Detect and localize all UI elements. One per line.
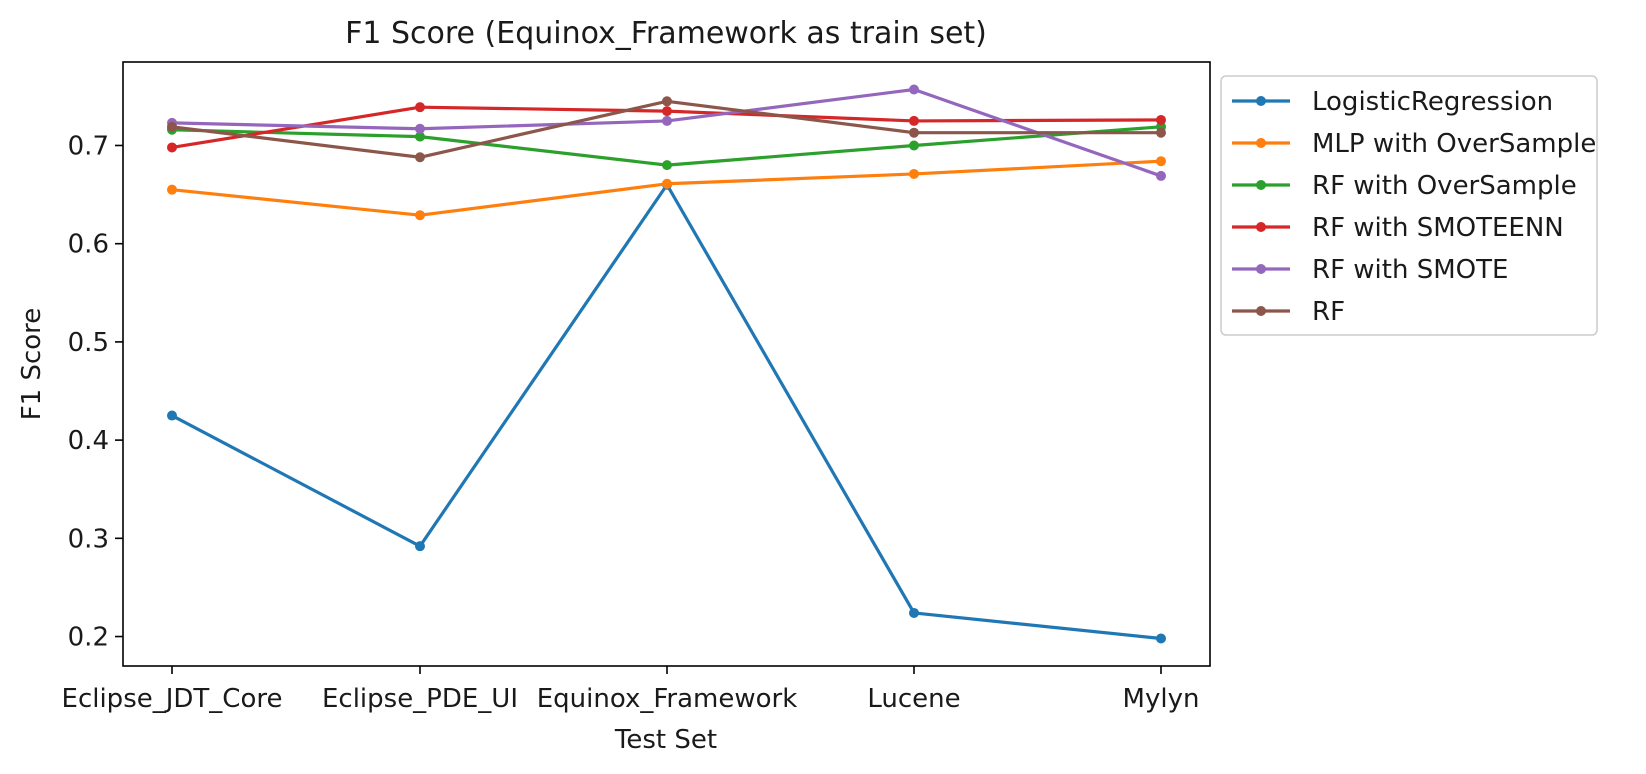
data-point <box>909 127 919 138</box>
data-point <box>167 410 177 421</box>
x-tick-label: Lucene <box>867 684 960 714</box>
legend-label: RF with SMOTEENN <box>1312 213 1564 243</box>
legend-marker <box>1256 222 1266 232</box>
data-point <box>909 140 919 151</box>
y-tick-label: 0.3 <box>68 524 109 554</box>
legend-marker <box>1256 306 1266 316</box>
data-point <box>662 96 672 107</box>
data-point <box>1156 156 1166 167</box>
data-point <box>909 84 919 95</box>
y-tick-label: 0.7 <box>68 131 109 161</box>
legend: LogisticRegression MLP with OverSample RF … <box>1220 75 1598 336</box>
x-tick-label: Equinox_Framework <box>537 684 798 714</box>
x-axis-label: Test Set <box>614 725 717 755</box>
data-point <box>662 160 672 171</box>
x-tick-label: Mylyn <box>1123 684 1200 714</box>
legend-label: MLP with OverSample <box>1312 129 1596 159</box>
y-tick-label: 0.6 <box>68 230 109 260</box>
data-point <box>662 106 672 117</box>
data-point <box>415 102 425 113</box>
data-point <box>909 607 919 618</box>
y-tick-label: 0.4 <box>68 426 109 456</box>
data-point <box>167 184 177 195</box>
legend-label: RF with OverSample <box>1312 171 1577 201</box>
x-tick-label: Eclipse_JDT_Core <box>62 684 283 714</box>
data-point <box>662 115 672 126</box>
data-point <box>909 115 919 126</box>
data-point <box>1156 633 1166 644</box>
chart-title: F1 Score (Equinox_Framework as train set… <box>345 16 987 51</box>
data-point <box>415 210 425 221</box>
legend-marker <box>1256 138 1266 148</box>
legend-label: RF with SMOTE <box>1312 255 1508 285</box>
legend-marker <box>1256 180 1266 190</box>
data-point <box>167 142 177 153</box>
data-point <box>1156 114 1166 125</box>
data-point <box>662 178 672 189</box>
y-tick-label: 0.5 <box>68 328 109 358</box>
legend-frame <box>1220 75 1598 336</box>
legend-marker <box>1256 264 1266 274</box>
data-point <box>415 152 425 163</box>
legend-label: LogisticRegression <box>1312 87 1553 117</box>
data-point <box>167 121 177 132</box>
x-tick-label: Eclipse_PDE_UI <box>322 684 518 714</box>
legend-label: RF <box>1312 297 1345 327</box>
data-point <box>1156 170 1166 181</box>
plot-area <box>167 84 1166 644</box>
data-point <box>1156 127 1166 138</box>
data-point <box>415 123 425 134</box>
axes: Eclipse_JDT_Core Eclipse_PDE_UI Equinox_Fr… <box>62 131 1200 714</box>
y-tick-label: 0.2 <box>68 623 109 653</box>
y-axis-label: F1 Score <box>17 308 47 421</box>
legend-marker <box>1256 96 1266 106</box>
data-point <box>415 541 425 552</box>
data-point <box>909 168 919 179</box>
data-point <box>415 131 425 142</box>
